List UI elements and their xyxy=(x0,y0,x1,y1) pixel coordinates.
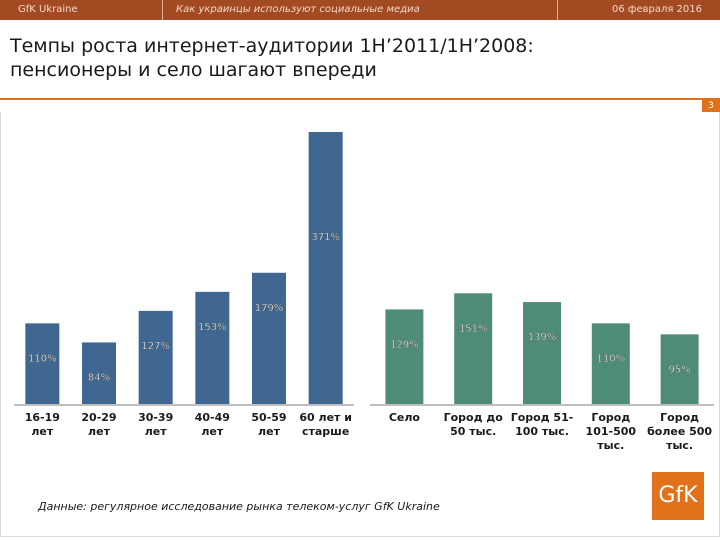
category-label: лет xyxy=(31,425,54,438)
data-label: 151% xyxy=(459,323,488,334)
header-bar: GfK Ukraine Как украинцы используют соци… xyxy=(0,0,720,20)
data-label: 110% xyxy=(28,353,57,364)
category-label: тыс. xyxy=(666,439,693,452)
data-source-footnote: Данные: регулярное исследование рынка те… xyxy=(38,500,440,513)
bar-age-2 xyxy=(82,342,116,404)
slide-title-line: Темпы роста интернет-аудитории 1H’2011/1… xyxy=(10,35,534,57)
category-label: 16-19 xyxy=(25,411,60,424)
category-label: 40-49 xyxy=(195,411,230,424)
header-divider xyxy=(162,0,163,20)
data-label: 127% xyxy=(141,341,170,352)
presentation-subtitle: Как украинцы используют социальные медиа xyxy=(176,4,420,15)
bar-settlement-5 xyxy=(660,334,699,404)
data-label: 153% xyxy=(198,322,227,333)
category-label: 60 лет и xyxy=(299,411,352,424)
category-label: Город 51- xyxy=(511,411,574,424)
title-rule xyxy=(0,98,720,100)
bar-age-1 xyxy=(25,323,60,404)
category-label: Город xyxy=(591,411,630,424)
bar-settlement-3 xyxy=(523,302,561,404)
slide-title: Темпы роста интернет-аудитории 1H’2011/1… xyxy=(10,34,710,82)
category-label: 100 тыс. xyxy=(515,425,569,438)
page-number: 3 xyxy=(702,100,720,112)
company-name: GfK Ukraine xyxy=(18,4,78,15)
slide-title-line: пенсионеры и село шагают впереди xyxy=(10,59,377,81)
category-label: лет xyxy=(201,425,224,438)
category-label: 50 тыс. xyxy=(450,425,496,438)
category-label: Город xyxy=(660,411,699,424)
data-label: 129% xyxy=(390,339,419,350)
data-label: 371% xyxy=(311,232,340,243)
bar-age-4 xyxy=(195,291,230,404)
category-label: Город до xyxy=(444,411,504,424)
data-label: 139% xyxy=(528,332,557,343)
data-label: 95% xyxy=(668,364,690,375)
category-label: Село xyxy=(389,411,421,424)
category-label: 20-29 xyxy=(81,411,116,424)
category-label: старше xyxy=(302,425,349,438)
category-label: тыс. xyxy=(597,439,624,452)
bar-age-5 xyxy=(252,272,286,404)
data-label: 84% xyxy=(88,372,110,383)
data-label: 110% xyxy=(597,353,626,364)
category-label: 101-500 xyxy=(586,425,637,438)
category-label: 50-59 xyxy=(251,411,286,424)
bar-settlement-4 xyxy=(591,323,630,404)
category-label: лет xyxy=(145,425,168,438)
presentation-date: 06 февраля 2016 xyxy=(611,4,702,15)
gfk-logo: GfK xyxy=(652,472,704,520)
category-label: лет xyxy=(258,425,281,438)
bar-settlement-2 xyxy=(454,293,493,404)
bar-settlement-1 xyxy=(385,309,424,404)
category-label: 30-39 xyxy=(138,411,173,424)
category-label: лет xyxy=(88,425,111,438)
category-label: более 500 xyxy=(647,425,712,438)
header-divider xyxy=(557,0,558,20)
bar-age-6 xyxy=(308,132,343,404)
bar-age-3 xyxy=(138,310,173,404)
data-label: 179% xyxy=(255,303,284,314)
